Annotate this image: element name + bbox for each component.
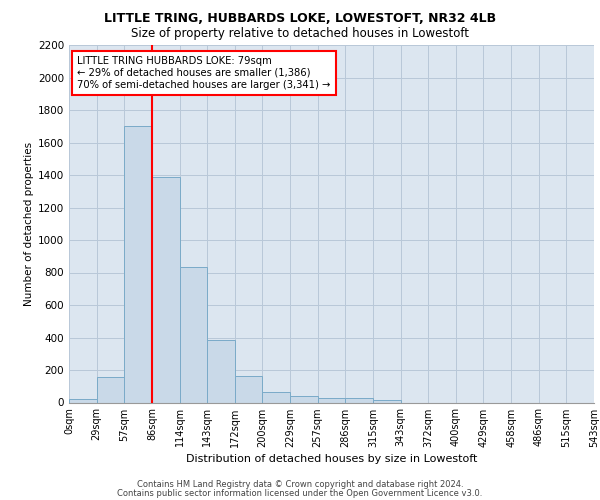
Bar — [235, 376, 262, 402]
Y-axis label: Number of detached properties: Number of detached properties — [24, 142, 34, 306]
Text: Contains public sector information licensed under the Open Government Licence v3: Contains public sector information licen… — [118, 488, 482, 498]
X-axis label: Distribution of detached houses by size in Lowestoft: Distribution of detached houses by size … — [186, 454, 477, 464]
Text: LITTLE TRING HUBBARDS LOKE: 79sqm
← 29% of detached houses are smaller (1,386)
7: LITTLE TRING HUBBARDS LOKE: 79sqm ← 29% … — [77, 56, 331, 90]
Bar — [346, 398, 373, 402]
Bar — [207, 340, 235, 402]
Bar — [179, 267, 207, 402]
Bar — [373, 400, 401, 402]
Bar — [262, 392, 290, 402]
Bar — [124, 126, 152, 402]
Bar — [97, 378, 124, 402]
Text: LITTLE TRING, HUBBARDS LOKE, LOWESTOFT, NR32 4LB: LITTLE TRING, HUBBARDS LOKE, LOWESTOFT, … — [104, 12, 496, 26]
Bar — [290, 396, 317, 402]
Bar — [317, 398, 346, 402]
Text: Size of property relative to detached houses in Lowestoft: Size of property relative to detached ho… — [131, 28, 469, 40]
Bar — [69, 399, 97, 402]
Text: Contains HM Land Registry data © Crown copyright and database right 2024.: Contains HM Land Registry data © Crown c… — [137, 480, 463, 489]
Bar — [152, 176, 179, 402]
